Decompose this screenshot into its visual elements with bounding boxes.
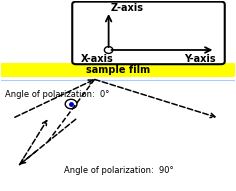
Text: Y-axis: Y-axis xyxy=(184,53,215,64)
Text: Angle of polarization:  0°: Angle of polarization: 0° xyxy=(5,90,110,99)
Text: X-axis: X-axis xyxy=(80,53,113,64)
Text: Z-axis: Z-axis xyxy=(111,3,144,13)
Text: Angle of polarization:  90°: Angle of polarization: 90° xyxy=(64,166,174,175)
Bar xyxy=(1,63,235,77)
FancyBboxPatch shape xyxy=(72,2,225,64)
Text: sample film: sample film xyxy=(86,65,150,75)
